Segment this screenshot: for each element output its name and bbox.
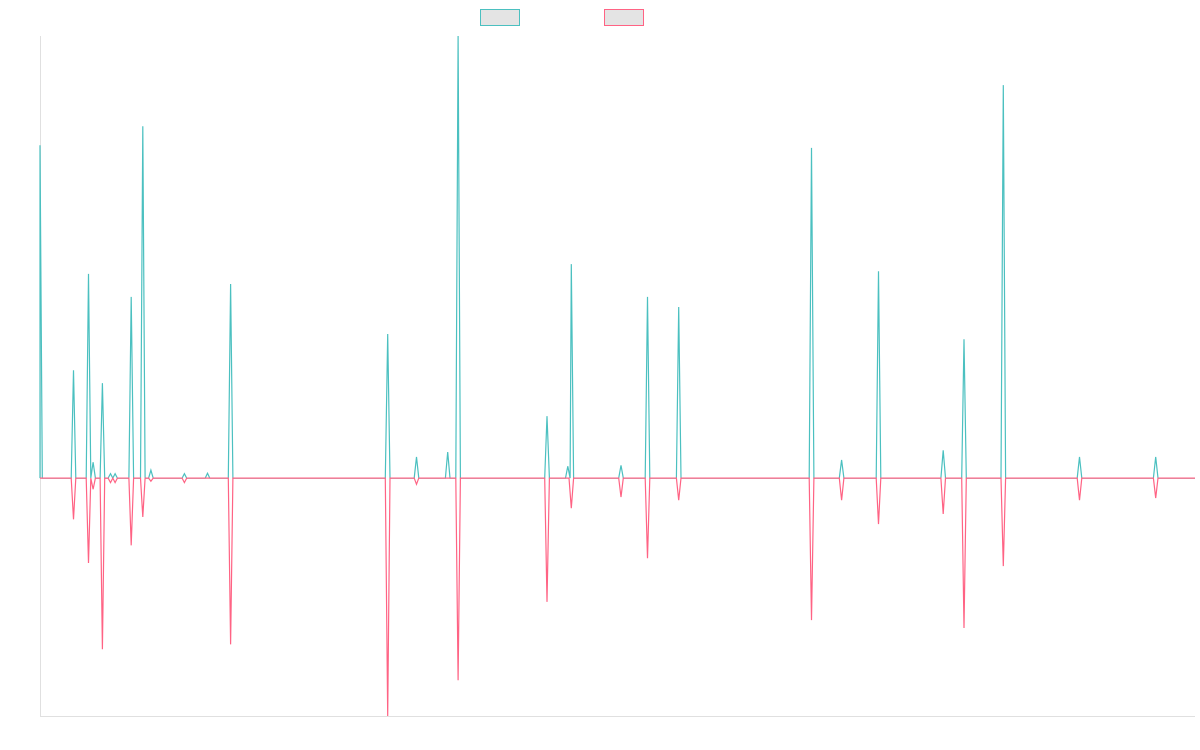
legend-swatch-series-2 — [604, 9, 644, 26]
legend-item-series-2[interactable] — [604, 9, 650, 26]
series-line-1 — [39, 35, 1195, 480]
series-line-2 — [40, 476, 1195, 717]
legend-swatch-series-1 — [480, 9, 520, 26]
legend — [0, 9, 1200, 27]
legend-item-series-1[interactable] — [480, 9, 526, 26]
